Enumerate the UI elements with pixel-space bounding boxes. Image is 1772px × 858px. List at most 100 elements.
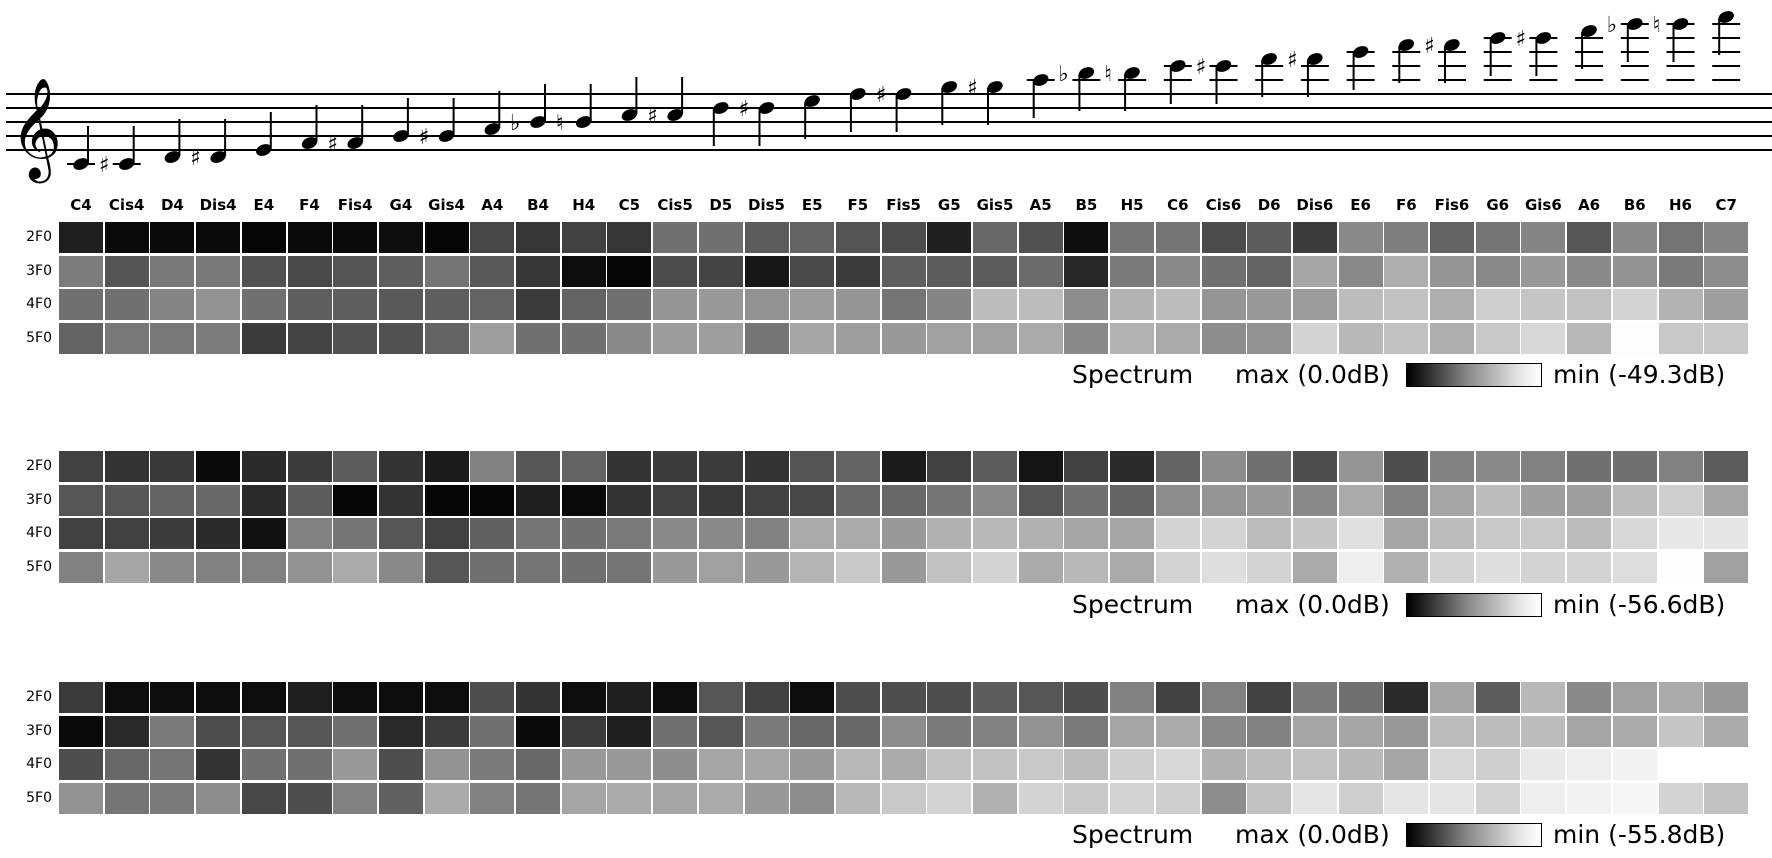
heatmap-cell: [835, 518, 880, 549]
heatmap-cell: [470, 715, 515, 747]
heatmap-cell: [104, 782, 149, 814]
heatmap-cell: [241, 255, 286, 287]
heatmap-cell: [1658, 715, 1703, 747]
heatmap-cell: [1292, 782, 1337, 814]
heatmap-cell: [378, 484, 423, 516]
note-label: Cis4: [108, 196, 145, 214]
heatmap-cell: [1475, 255, 1520, 287]
heatmap-cell: [150, 484, 195, 516]
heatmap-cell: [698, 451, 743, 482]
heatmap-cell: [1155, 551, 1200, 583]
heatmap-cell: [653, 782, 698, 814]
heatmap-cell: [927, 255, 972, 287]
heatmap-cell: [1292, 451, 1337, 482]
heatmap-cell: [607, 782, 652, 814]
heatmap-cell: [1247, 682, 1292, 713]
notehead: [1672, 18, 1689, 30]
legend-gradient-bar: [1406, 823, 1542, 847]
heatmap-cell: [607, 749, 652, 780]
heatmap-cell: [378, 682, 423, 713]
heatmap-cell: [561, 484, 606, 516]
heatmap-cell: [1475, 451, 1520, 482]
heatmap-cell: [1658, 518, 1703, 549]
heatmap-cell: [835, 322, 880, 354]
natural-icon: ♮: [1104, 62, 1112, 87]
heatmap-cell: [1064, 484, 1109, 516]
legend-label: Spectrum: [1072, 590, 1194, 619]
heatmap-cell: [653, 289, 698, 320]
heatmap-cell: [1567, 222, 1612, 253]
heatmap-cell: [1018, 749, 1063, 780]
heatmap-cell: [1521, 551, 1566, 583]
notehead: [1215, 60, 1232, 72]
heatmap-cell: [1430, 484, 1474, 516]
heatmap-cell: [973, 551, 1017, 583]
heatmap-cell: [1201, 255, 1246, 287]
notehead: [850, 88, 866, 100]
legend-max: max (0.0dB): [1235, 820, 1390, 849]
heatmap-cell: [424, 551, 469, 583]
heatmap-cell: [287, 322, 332, 354]
heatmap-cell: [104, 749, 149, 780]
heatmap-cell: [561, 749, 606, 780]
heatmap-cell: [1658, 484, 1703, 516]
heatmap-cell: [378, 551, 423, 583]
heatmap-cell: [973, 289, 1017, 320]
heatmap-cell: [744, 289, 789, 320]
heatmap-cell: [196, 715, 241, 747]
heatmap-cell: [1384, 289, 1429, 320]
heatmap-cell: [196, 782, 241, 814]
heatmap-cell: [1612, 551, 1657, 583]
heatmap-cell: [1292, 322, 1337, 354]
heatmap-cell: [653, 222, 698, 253]
note-label: H5: [1120, 196, 1144, 214]
heatmap-cell: [196, 484, 241, 516]
heatmap-cell: [744, 518, 789, 549]
heatmap-cell: [424, 451, 469, 482]
natural-icon: ♮: [556, 111, 564, 136]
heatmap-cell: [1475, 782, 1520, 814]
natural-icon: ♮: [1653, 13, 1661, 38]
heatmap-cell: [1110, 484, 1155, 516]
heatmap-cell: [424, 749, 469, 780]
heatmap-cell: [333, 518, 378, 549]
heatmap-cell: [1704, 322, 1749, 354]
heatmap-cell: [1018, 551, 1063, 583]
heatmap-cell: [1110, 682, 1155, 713]
note-label: A4: [481, 196, 504, 214]
heatmap-cell: [1338, 289, 1383, 320]
heatmap-cell: [287, 484, 332, 516]
heatmap-cell: [1567, 782, 1612, 814]
heatmap-cell: [287, 289, 332, 320]
heatmap-cell: [561, 289, 606, 320]
heatmap-cell: [973, 518, 1017, 549]
row-label: 5F0: [26, 789, 52, 806]
heatmap-cell: [1475, 682, 1520, 713]
heatmap-cell: [516, 451, 560, 482]
heatmap-cell: [881, 782, 926, 814]
notehead: [987, 81, 1003, 93]
heatmap-cell: [1430, 551, 1474, 583]
heatmap-cell: [516, 715, 560, 747]
heatmap-cell: [744, 222, 789, 253]
notehead: [1627, 18, 1643, 30]
row-label: 2F0: [26, 229, 52, 245]
heatmap-cell: [59, 715, 103, 747]
heatmap-cell: [104, 518, 149, 549]
legend-label: Spectrum: [1072, 820, 1194, 849]
heatmap-cell: [1155, 682, 1200, 713]
note-label: D4: [160, 196, 184, 214]
heatmap-cell: [241, 749, 286, 780]
row-label: 3F0: [26, 722, 52, 739]
heatmap-cell: [927, 749, 972, 780]
heatmap-cell: [1292, 749, 1337, 780]
note-label: F4: [299, 196, 320, 214]
heatmap-cell: [424, 484, 469, 516]
heatmap-cell: [1612, 322, 1657, 354]
heatmap-cell: [241, 782, 286, 814]
heatmap-cell: [1292, 484, 1337, 516]
heatmap-cell: [1567, 749, 1612, 780]
heatmap-cell: [1384, 715, 1429, 747]
heatmap-cell: [1612, 484, 1657, 516]
heatmap-cell: [196, 682, 241, 713]
